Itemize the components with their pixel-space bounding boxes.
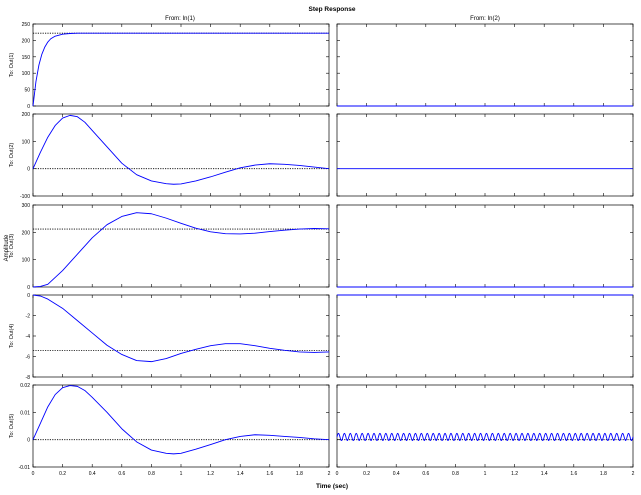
y-tick-label: -0.01 bbox=[19, 465, 31, 471]
x-tick-label: 1.4 bbox=[237, 471, 244, 477]
axes-box bbox=[32, 294, 330, 378]
figure-title: Step Response bbox=[309, 6, 356, 13]
column-title-in1: From: In(1) bbox=[165, 16, 195, 22]
y-tick-label: 150 bbox=[22, 55, 31, 61]
x-tick-label: 2 bbox=[328, 471, 331, 477]
y-tick-label: 0 bbox=[27, 285, 30, 291]
panel-r2-c2 bbox=[336, 113, 634, 197]
panel-r1-c1: 0 50 100 150 200 250 bbox=[22, 22, 330, 110]
row-label: To: Out(4) bbox=[9, 324, 15, 349]
panel-r1-c2 bbox=[336, 23, 634, 107]
row-label: To: Out(2) bbox=[9, 143, 15, 168]
y-tick-label: 0.01 bbox=[20, 410, 30, 416]
x-tick-label: 1.4 bbox=[541, 471, 548, 477]
y-tick-label: -4 bbox=[26, 334, 31, 340]
x-tick-label: 0 bbox=[336, 471, 339, 477]
response-line bbox=[32, 294, 330, 363]
panel-r3-c1: 0 100 200 300 bbox=[22, 203, 330, 291]
axes-box bbox=[336, 113, 634, 197]
panel-r5-c2: 0 0.2 0.4 0.6 0.8 1 1.2 1.4 1.6 1.8 2 bbox=[336, 384, 635, 477]
x-tick-label: 0.4 bbox=[89, 471, 96, 477]
x-tick-label: 0.8 bbox=[148, 471, 155, 477]
response-line bbox=[32, 114, 330, 185]
x-tick-label: 1.6 bbox=[570, 471, 577, 477]
axes-box bbox=[336, 204, 634, 288]
x-tick-label: 0.8 bbox=[452, 471, 459, 477]
y-tick-label: 250 bbox=[22, 22, 31, 28]
y-tick-label: -6 bbox=[26, 355, 31, 361]
panel-r3-c2 bbox=[336, 204, 634, 288]
axes-box bbox=[336, 23, 634, 107]
y-tick-label: -100 bbox=[20, 194, 30, 200]
panel-r4-c1: -8 -6 -4 -2 0 bbox=[26, 293, 330, 381]
y-tick-label: 100 bbox=[22, 71, 31, 77]
x-tick-label: 1.6 bbox=[266, 471, 273, 477]
x-tick-label: 0 bbox=[32, 471, 35, 477]
y-tick-label: -2 bbox=[26, 314, 31, 320]
axes-box bbox=[32, 204, 330, 288]
y-tick-label: 50 bbox=[24, 88, 30, 94]
y-tick-label: 0 bbox=[27, 438, 30, 444]
x-tick-label: 0.4 bbox=[393, 471, 400, 477]
x-axis-label: Time (sec) bbox=[316, 483, 348, 490]
y-tick-label: -8 bbox=[26, 375, 31, 381]
response-line bbox=[32, 385, 330, 455]
row-label: To: Out(1) bbox=[9, 53, 15, 78]
panel-r2-c1: -100 0 100 200 bbox=[20, 112, 330, 200]
y-tick-label: 200 bbox=[22, 112, 31, 118]
y-tick-label: 0.02 bbox=[20, 383, 30, 389]
y-axis-label: Amplitude bbox=[4, 234, 10, 261]
panel-r4-c2 bbox=[336, 294, 634, 378]
y-tick-label: 0 bbox=[27, 167, 30, 173]
x-tick-label: 1 bbox=[180, 471, 183, 477]
y-tick-label: 200 bbox=[22, 230, 31, 236]
column-title-in2: From: In(2) bbox=[470, 16, 500, 22]
x-tick-label: 0.2 bbox=[363, 471, 370, 477]
row-label: To: Out(5) bbox=[9, 414, 15, 439]
y-tick-label: 300 bbox=[22, 203, 31, 209]
row-label: To: Out(3) bbox=[9, 234, 15, 259]
axes-box bbox=[32, 384, 330, 468]
y-tick-label: 0 bbox=[27, 293, 30, 299]
y-tick-label: 0 bbox=[27, 104, 30, 110]
x-tick-label: 0.2 bbox=[59, 471, 66, 477]
y-tick-label: 100 bbox=[22, 139, 31, 145]
x-tick-label: 1.8 bbox=[296, 471, 303, 477]
x-tick-label: 0.6 bbox=[118, 471, 125, 477]
axes-box bbox=[32, 23, 330, 107]
x-tick-label: 1.2 bbox=[511, 471, 518, 477]
axes-box bbox=[336, 384, 634, 468]
response-line bbox=[32, 32, 329, 107]
response-line bbox=[336, 432, 634, 441]
x-tick-label: 1.8 bbox=[600, 471, 607, 477]
y-tick-label: 200 bbox=[22, 38, 31, 44]
x-tick-label: 1.2 bbox=[207, 471, 214, 477]
y-tick-label: 100 bbox=[22, 258, 31, 264]
x-tick-label: 0.6 bbox=[422, 471, 429, 477]
x-tick-label: 2 bbox=[632, 471, 635, 477]
x-tick-label: 1 bbox=[484, 471, 487, 477]
response-line bbox=[32, 212, 330, 288]
axes-box bbox=[336, 294, 634, 378]
